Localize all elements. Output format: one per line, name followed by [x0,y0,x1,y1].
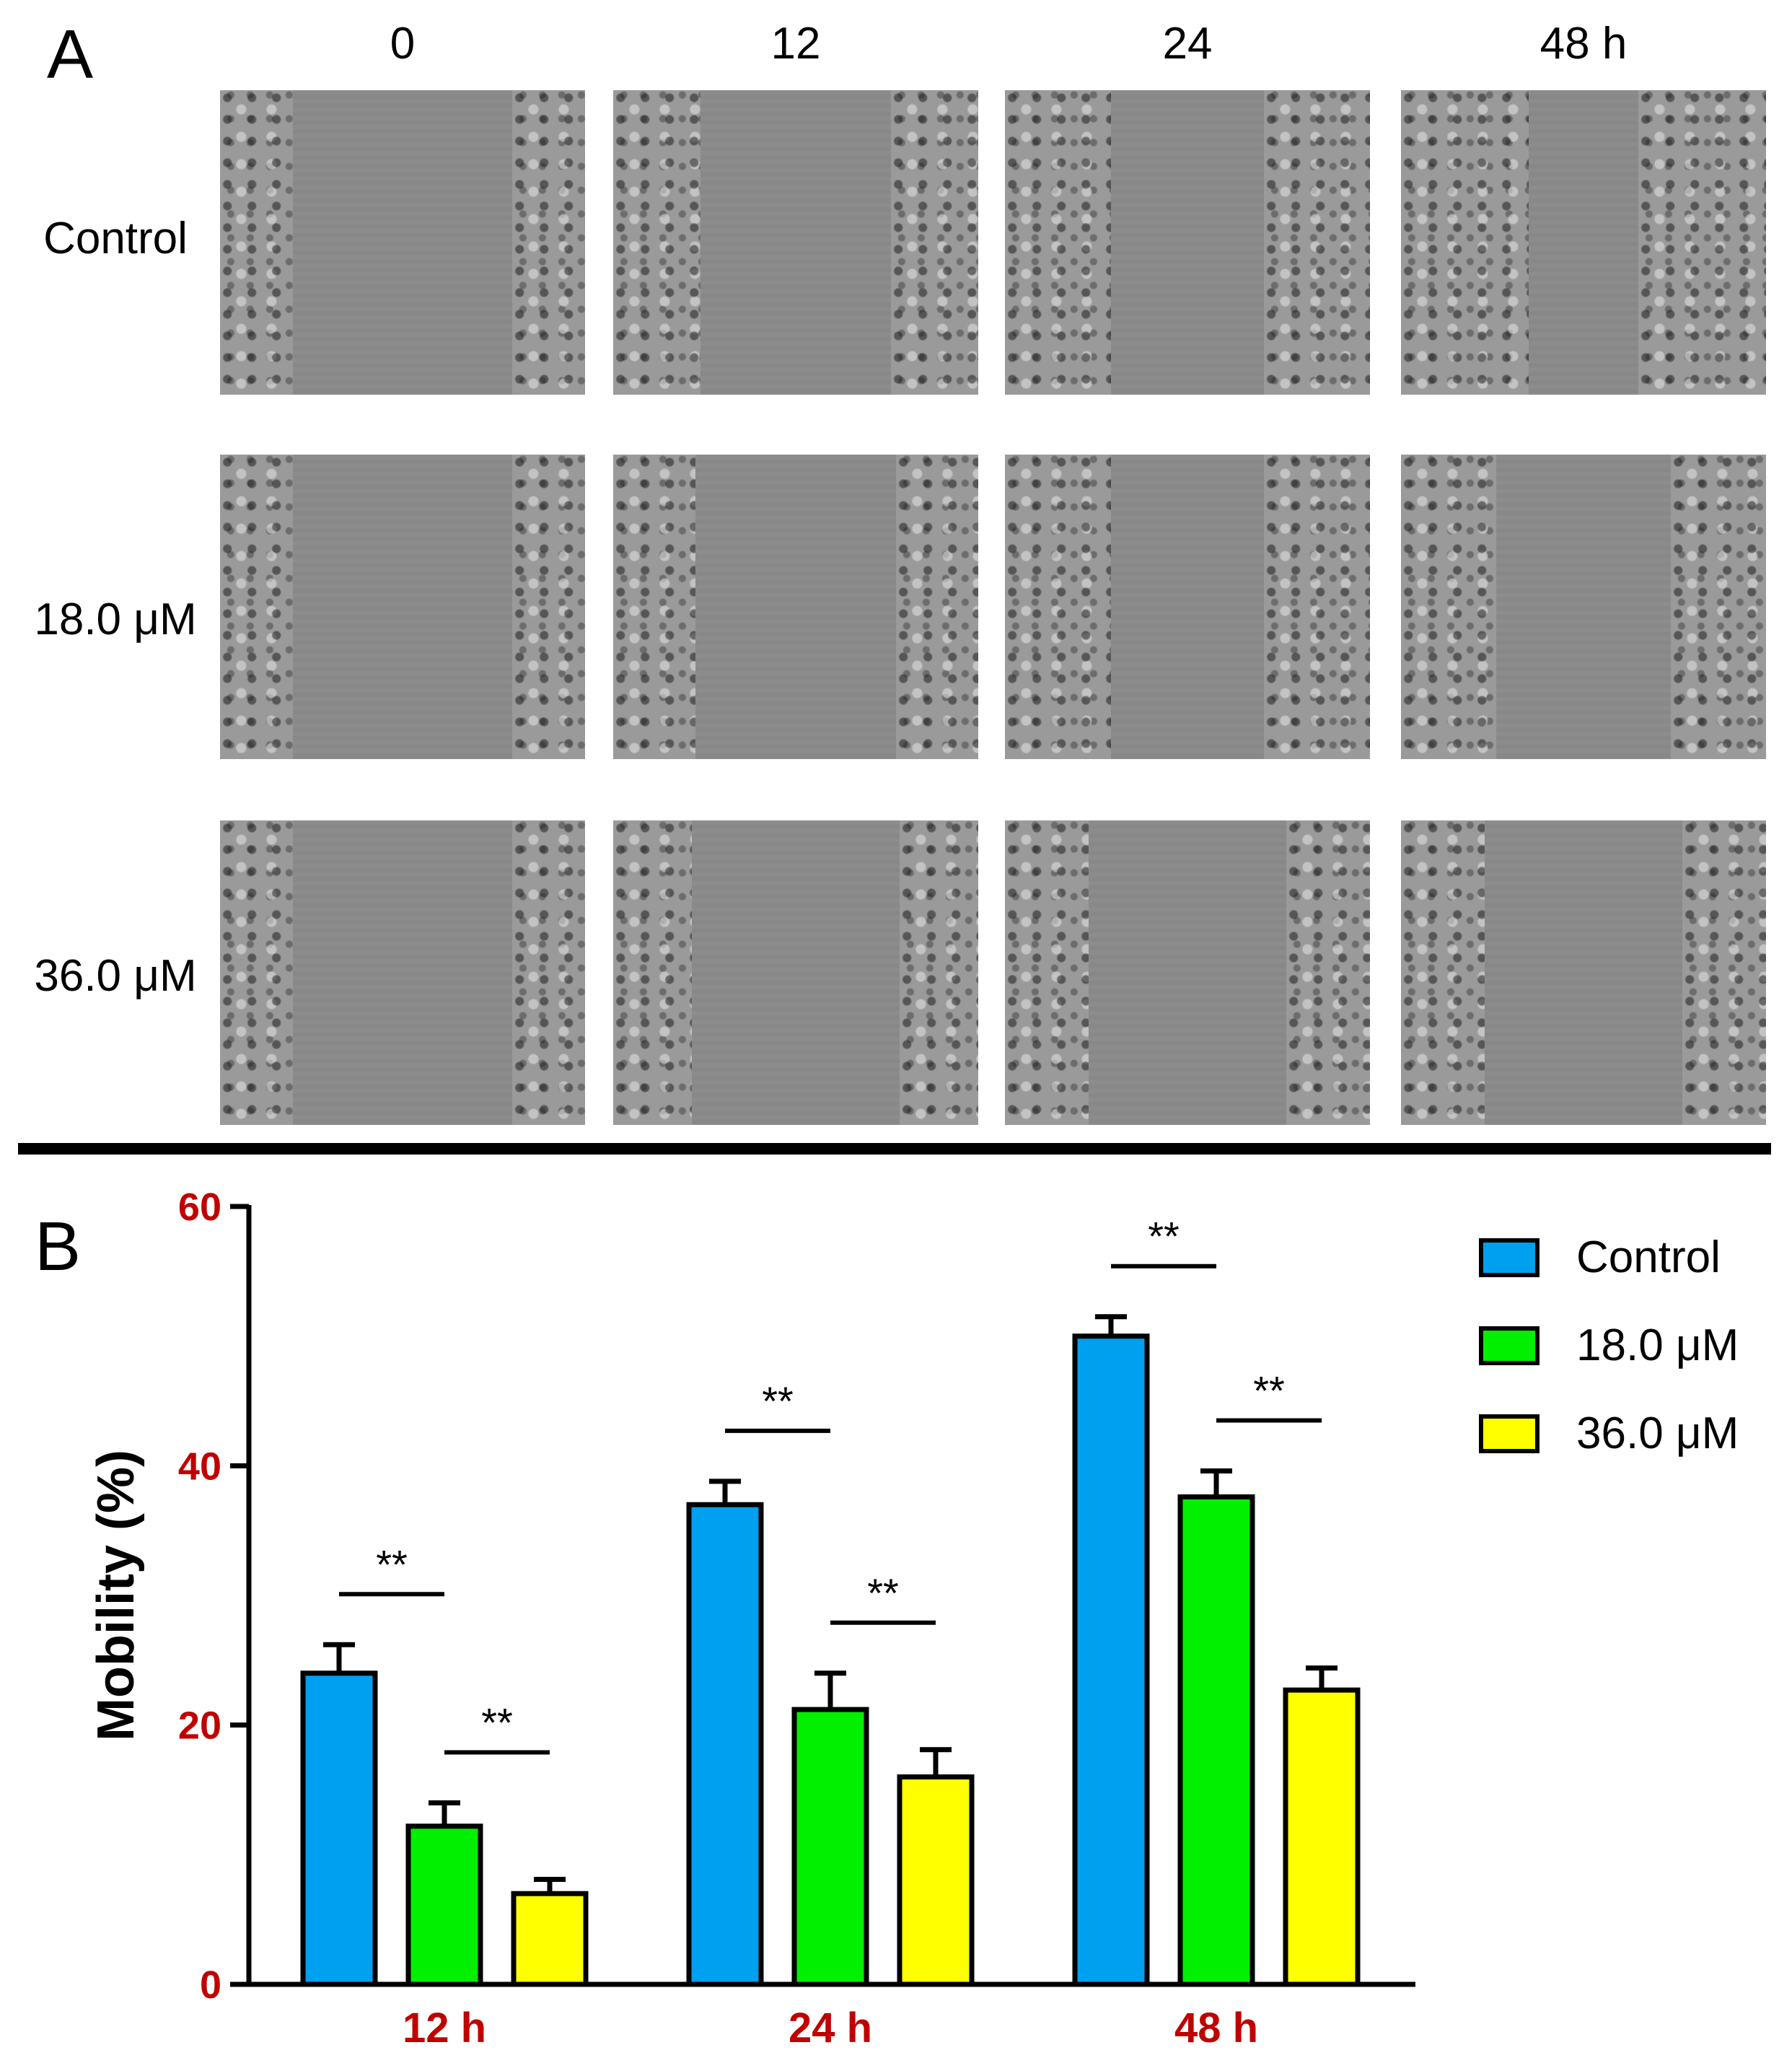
cell-layer-left [220,455,294,759]
cell-layer-right [1264,90,1370,395]
wound-gap [1110,455,1265,759]
bar-48h-series2 [1283,1687,1361,1987]
cell-layer-left [1401,90,1529,395]
legend-label-0: Control [1576,1232,1721,1282]
cell-layer-left [1401,455,1496,759]
legend-label-2: 36.0 μM [1576,1409,1739,1458]
cell-layer-left [220,820,294,1125]
column-label-3: 48 h [1540,19,1628,69]
x-tick-label: 48 h [1174,2005,1258,2051]
micrograph-r0-c1 [613,90,978,395]
wound-gap [695,455,897,759]
cell-layer-right [1682,820,1766,1125]
micrograph-r2-c1 [613,820,978,1125]
micrograph-r0-c2 [1005,90,1370,395]
panel-divider [18,1143,1771,1155]
wound-gap [1089,820,1286,1125]
x-tick-label: 12 h [403,2005,486,2051]
cell-layer-left [1005,820,1089,1125]
cell-layer-left [1005,455,1111,759]
y-tick-label: 20 [178,1704,221,1748]
wound-gap [1485,820,1682,1125]
significance-marker: ** [867,1570,899,1616]
significance-marker: ** [762,1378,794,1424]
micrograph-r2-c2 [1005,820,1370,1125]
y-tick-label: 0 [200,1963,221,2007]
x-tick-label: 24 h [789,2005,872,2051]
cell-layer-right [1638,90,1766,395]
significance-marker: ** [481,1699,513,1745]
column-label-0: 0 [390,19,416,69]
bar-24h-series1 [791,1707,869,1987]
legend-label-1: 18.0 μM [1576,1320,1739,1370]
micrograph-r0-c0 [220,90,585,395]
cell-layer-right [896,455,978,759]
legend-swatch-0 [1479,1238,1540,1277]
cell-layer-left [1401,820,1485,1125]
cell-layer-right [1671,455,1766,759]
cell-layer-right [900,820,978,1125]
significance-marker: ** [376,1541,408,1587]
bar-48h-series1 [1177,1494,1255,1987]
legend-swatch-2 [1479,1414,1540,1453]
row-label-1: 18.0 μM [34,595,197,644]
row-label-2: 36.0 μM [34,951,197,1001]
bar-24h-series2 [897,1774,975,1987]
cell-layer-right [511,820,585,1125]
micrograph-r2-c3 [1401,820,1766,1125]
wound-gap [293,455,512,759]
cell-layer-right [511,455,585,759]
wound-gap [1495,455,1672,759]
y-axis-label: Mobility (%) [87,1450,145,1741]
bar-12h-series2 [511,1891,589,1987]
legend-swatch-1 [1479,1326,1540,1365]
significance-marker: ** [1148,1214,1180,1259]
column-label-1: 12 [770,19,821,69]
cell-layer-left [1005,90,1111,395]
wound-gap [691,820,900,1125]
column-label-2: 24 [1162,19,1213,69]
mobility-bar-chart: 0 20 40 60 Mobility (%) 12 h 24 h 48 h ** ** ** ** *… [87,1186,1415,2051]
wound-gap [293,90,512,395]
micrograph-r1-c2 [1005,455,1370,759]
wound-gap [1529,90,1638,395]
cell-layer-right [1264,455,1370,759]
micrograph-r0-c3 [1401,90,1766,395]
bar-12h-series0 [300,1670,378,1987]
cell-layer-right [890,90,978,395]
cell-layer-right [1286,820,1370,1125]
significance-marker: ** [1253,1368,1285,1414]
y-tick-label: 40 [178,1445,221,1488]
wound-gap [700,90,891,395]
bar-48h-series0 [1072,1333,1150,1987]
panel-a-letter: A [47,16,94,93]
micrograph-r1-c0 [220,455,585,759]
micrograph-r1-c3 [1401,455,1766,759]
cell-layer-left [613,820,692,1125]
micrograph-r2-c0 [220,820,585,1125]
cell-layer-right [511,90,585,395]
panel-b-letter: B [35,1208,82,1285]
row-label-0: Control [43,214,188,263]
bar-12h-series1 [405,1823,483,1987]
cell-layer-left [613,90,701,395]
wound-gap [293,820,512,1125]
bar-24h-series0 [686,1502,764,1987]
wound-gap [1110,90,1265,395]
cell-layer-left [220,90,294,395]
y-tick-label: 60 [178,1186,221,1229]
cell-layer-left [613,455,695,759]
micrograph-r1-c1 [613,455,978,759]
